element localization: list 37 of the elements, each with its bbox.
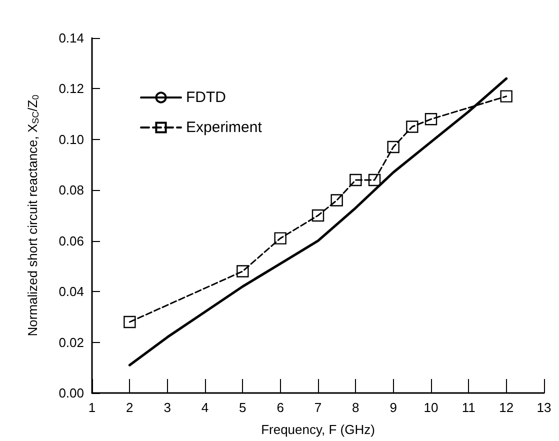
y-tick-label: 0.08 <box>58 182 84 198</box>
line-series <box>128 77 508 366</box>
point <box>368 174 381 186</box>
x-tick-label: 4 <box>201 400 209 415</box>
y-tick-label: 0.02 <box>58 334 84 350</box>
y-tick-label: 0.00 <box>58 386 84 400</box>
y-tick-label: 0.14 <box>58 30 84 46</box>
point <box>236 265 249 278</box>
x-tick-label: 13 <box>536 400 552 415</box>
x-tick-label: 3 <box>164 400 171 415</box>
x-tick-label: 12 <box>499 400 514 415</box>
x-tick-label: 10 <box>424 400 438 415</box>
x-tick-label: 2 <box>126 400 134 415</box>
point <box>124 316 136 328</box>
point <box>350 174 362 186</box>
x-tick-label: 8 <box>352 400 360 415</box>
x-tick-label: 7 <box>314 400 322 415</box>
legend-label: Experiment <box>186 119 263 136</box>
point <box>330 194 343 206</box>
y-axis-title: Normalized short circuit reactance, XSC/Z0 <box>25 94 40 336</box>
x-tick-label: 11 <box>462 400 476 415</box>
x-tick-label: 1 <box>88 400 96 415</box>
point <box>406 120 418 133</box>
x-axis-title: Frequency, F (GHz) <box>261 422 375 437</box>
x-tick-label: 5 <box>239 400 246 415</box>
y-tick-label: 0.12 <box>58 81 84 96</box>
x-tick-label: 9 <box>390 400 397 415</box>
point <box>500 90 512 102</box>
point <box>312 209 324 222</box>
y-tick-label: 0.04 <box>58 284 84 300</box>
point <box>387 140 400 154</box>
x-tick-label: 6 <box>276 400 284 415</box>
y-tick-label: 0.10 <box>58 132 84 147</box>
point <box>274 232 286 244</box>
y-tick-label: 0.06 <box>58 233 84 248</box>
legend-label: FDTD <box>186 89 226 106</box>
point <box>424 113 438 126</box>
